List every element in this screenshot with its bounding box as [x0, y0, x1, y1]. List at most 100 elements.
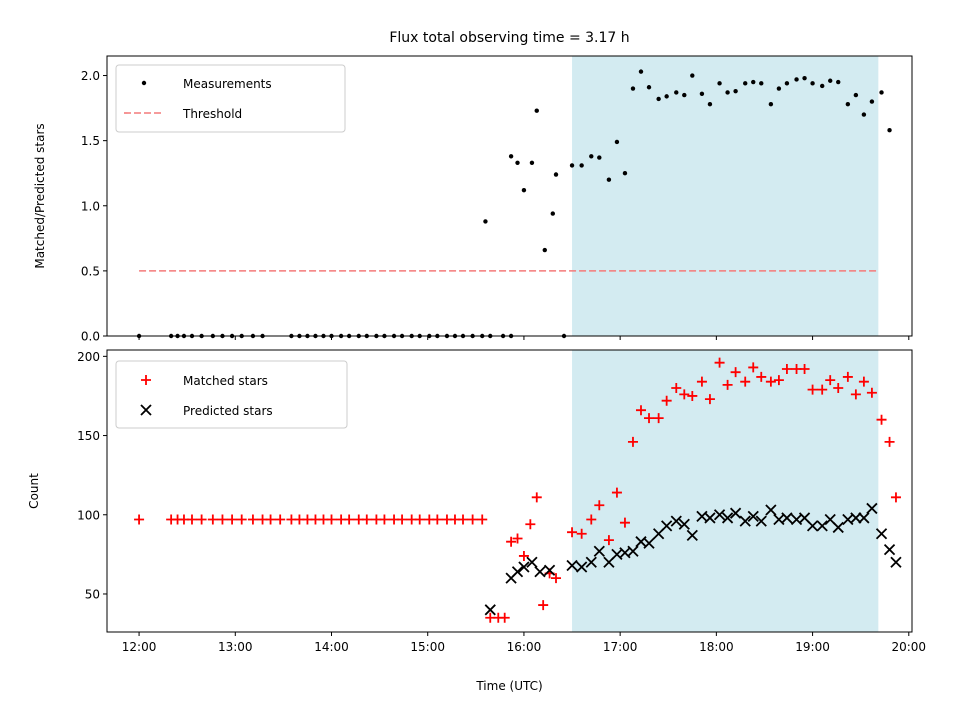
measurement-point: [646, 85, 652, 90]
predicted-star-point: [883, 543, 896, 556]
measurement-point: [869, 99, 875, 104]
top-legend-box: [115, 64, 346, 133]
matched-star-point: [781, 364, 792, 375]
x-tick-label: 13:00: [218, 640, 253, 654]
measurement-point: [674, 90, 679, 95]
predicted-star-point: [627, 545, 639, 557]
matched-star-point: [653, 413, 664, 424]
matched-star-point: [379, 514, 390, 525]
legend-matched-plus: [141, 375, 151, 385]
predicted-star-point: [576, 561, 588, 573]
x-tick-label: 20:00: [891, 640, 926, 654]
predicted-star-point: [890, 556, 902, 568]
measurement-point: [542, 247, 547, 253]
predicted-star-point: [816, 520, 828, 532]
predicted-star-point: [484, 604, 496, 616]
measurement-point: [638, 69, 644, 74]
measurement-point: [861, 112, 867, 117]
measurement-point: [828, 78, 833, 83]
predicted-star-point: [747, 510, 759, 522]
bottom-x-ticks: 12:00 13:00 14:00 15:00 16:00 17:00 18:00 19:00…: [122, 632, 926, 654]
measurement-point: [589, 154, 594, 159]
matched-star-point: [884, 436, 895, 447]
x-tick-label: 19:00: [795, 640, 830, 654]
matched-star-point: [518, 550, 529, 561]
measurement-point: [733, 88, 738, 94]
top-y-tick-label: 1.0: [81, 199, 100, 213]
predicted-star-point: [543, 564, 556, 576]
matched-star-point: [361, 514, 372, 525]
matched-star-point: [627, 436, 638, 447]
measurement-point: [515, 160, 520, 165]
measurement-point: [853, 92, 859, 98]
matched-star-point: [635, 405, 646, 416]
matched-star-point: [890, 492, 901, 503]
bottom-y-ticks: 50 100 150 200: [77, 350, 107, 601]
measurement-point: [707, 101, 713, 107]
measurement-point: [802, 75, 807, 81]
matched-star-point: [714, 357, 725, 368]
predicted-star-point: [511, 566, 524, 578]
matched-star-point: [858, 376, 869, 387]
matched-stars-points: [134, 357, 901, 623]
matched-star-point: [833, 383, 844, 394]
x-tick-label: 15:00: [410, 640, 445, 654]
bottom-y-tick-label: 100: [77, 508, 100, 522]
chart-title: Flux total observing time = 3.17 h: [389, 30, 629, 46]
matched-star-point: [765, 376, 776, 387]
predicted-star-point: [661, 520, 673, 532]
matched-star-point: [467, 514, 478, 525]
matched-star-point: [661, 395, 672, 406]
measurement-point: [521, 187, 527, 193]
bottom-legend-box: [115, 360, 348, 429]
measurement-point: [845, 101, 851, 107]
predicted-star-point: [518, 561, 530, 573]
top-y-tick-label: 0.0: [81, 330, 100, 344]
top-observing-window: [572, 56, 879, 336]
predicted-star-point: [526, 556, 538, 568]
matched-star-point: [842, 371, 853, 382]
matched-star-point: [326, 514, 337, 525]
measurement-point: [597, 155, 602, 160]
top-y-ticks: 0.0 0.5 1.0 1.5 2.0: [81, 69, 107, 344]
matched-star-point: [525, 519, 536, 530]
matched-star-point: [799, 364, 810, 375]
measurement-point: [784, 81, 790, 86]
matched-star-point: [275, 514, 286, 525]
legend-matched-marker: [141, 375, 151, 385]
matched-star-point: [730, 367, 741, 378]
measurement-point: [550, 211, 555, 216]
bottom-panel: 50 100 150 200 12:00 13:00 14:00 15:00 16:00 17:…: [27, 349, 926, 693]
measurement-point: [622, 171, 628, 176]
matched-star-point: [397, 514, 408, 525]
matched-star-point: [679, 389, 690, 400]
measurement-point: [508, 154, 514, 159]
measurement-point: [717, 81, 722, 86]
matched-star-point: [217, 514, 228, 525]
legend-predicted-marker: [140, 404, 152, 416]
top-y-tick-label: 2.0: [81, 69, 100, 83]
predicted-star-point: [850, 512, 862, 524]
measurement-point: [751, 79, 756, 85]
x-axis-label: Time (UTC): [475, 679, 542, 693]
bottom-axes-frame: [106, 349, 913, 633]
matched-star-point: [457, 514, 468, 525]
predicted-star-point: [670, 515, 682, 527]
predicted-star-point: [832, 521, 844, 534]
matched-star-point: [671, 383, 682, 394]
matched-star-point: [414, 514, 425, 525]
predicted-stars-points: [484, 502, 902, 616]
predicted-star-point: [866, 502, 878, 515]
matched-star-point: [538, 600, 549, 611]
matched-star-point: [850, 389, 861, 400]
bottom-y-tick-label: 200: [77, 350, 100, 364]
predicted-star-point: [704, 512, 716, 524]
predicted-star-point: [806, 520, 819, 532]
measurement-point: [794, 77, 799, 82]
matched-star-point: [644, 413, 655, 424]
matched-star-point: [506, 536, 517, 547]
matched-star-point: [773, 375, 784, 386]
matched-star-point: [748, 362, 759, 373]
measurement-point: [759, 81, 764, 86]
matched-star-point: [740, 376, 751, 387]
